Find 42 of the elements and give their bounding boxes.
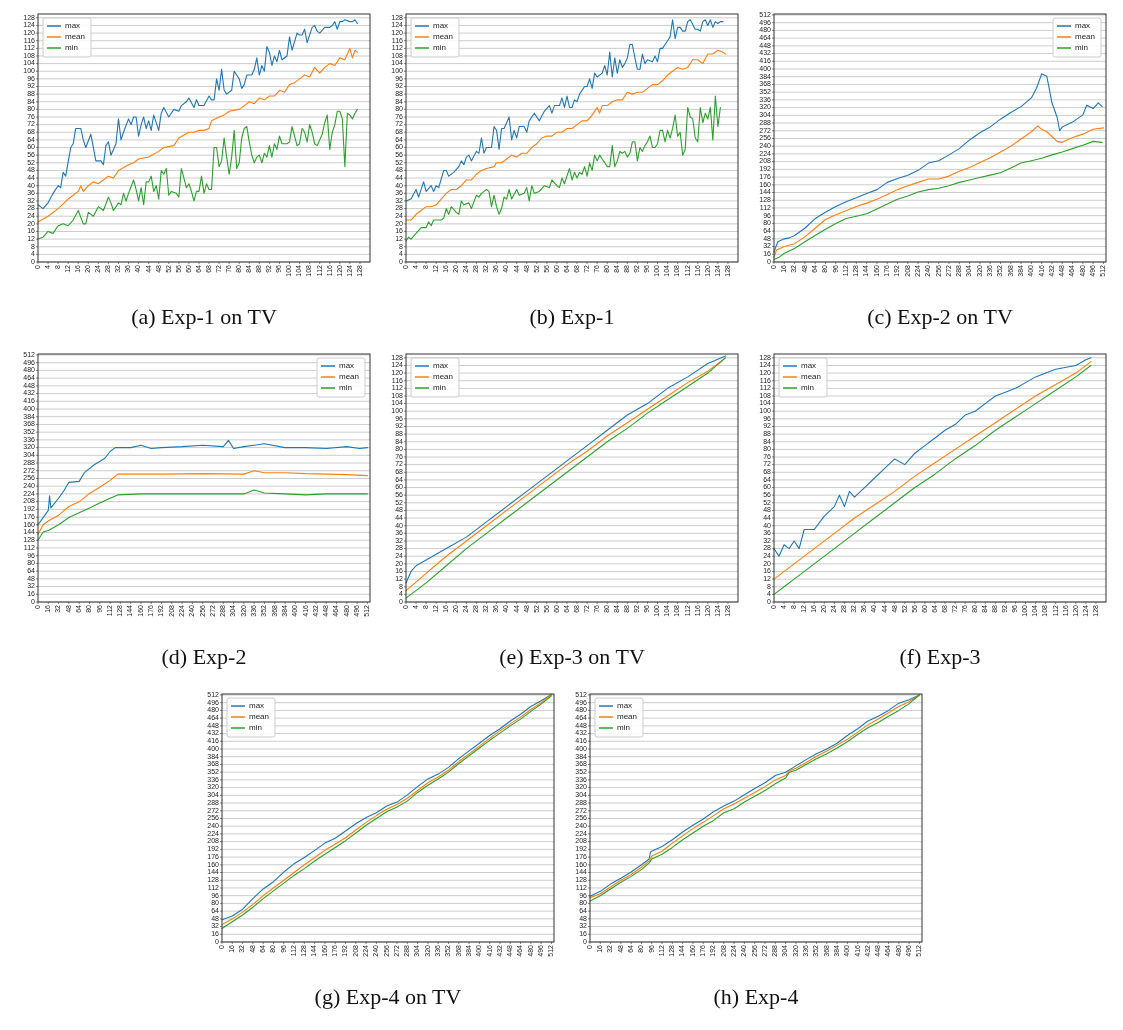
legend-label: max	[800, 361, 816, 371]
legend-label: min	[800, 383, 814, 393]
line-series	[36, 470, 368, 535]
legend-label: max	[338, 361, 354, 371]
legend-label: max	[432, 21, 448, 31]
legend-label: mean	[64, 32, 85, 42]
text: (a) Exp-1 on TV	[130, 304, 277, 329]
line-series	[404, 95, 721, 242]
text: (d) Exp-2	[161, 644, 246, 669]
legend-label: mean	[1074, 32, 1095, 42]
legend-label: min	[1074, 43, 1088, 53]
legend-label: max	[616, 701, 632, 711]
line-series	[404, 19, 723, 202]
line-series	[36, 108, 358, 240]
line-series	[36, 489, 368, 541]
text: (b) Exp-1	[529, 304, 614, 329]
legend-label: mean	[432, 32, 453, 42]
legend-label: max	[64, 21, 80, 31]
line-series	[36, 19, 358, 210]
legend-label: min	[432, 43, 446, 53]
legend-label: max	[1074, 21, 1090, 31]
legend-label: max	[432, 361, 448, 371]
legend-label: min	[432, 383, 446, 393]
legend-label: min	[248, 723, 262, 733]
text: (g) Exp-4 on TV	[314, 984, 462, 1009]
text: (h) Exp-4	[713, 984, 798, 1009]
text: (c) Exp-2 on TV	[866, 304, 1013, 329]
line-series	[772, 73, 1103, 253]
legend-label: mean	[616, 712, 637, 722]
legend-label: mean	[338, 372, 359, 382]
line-series	[36, 47, 358, 223]
legend-label: min	[64, 43, 78, 53]
text: (e) Exp-3 on TV	[498, 644, 645, 669]
legend-label: mean	[800, 372, 821, 382]
text: (f) Exp-3	[898, 644, 981, 669]
line-series	[36, 439, 368, 526]
legend-label: min	[338, 383, 352, 393]
legend-label: mean	[248, 712, 269, 722]
legend-label: max	[248, 701, 264, 711]
legend-label: min	[616, 723, 630, 733]
legend-label: mean	[432, 372, 453, 382]
line-series	[404, 49, 726, 221]
